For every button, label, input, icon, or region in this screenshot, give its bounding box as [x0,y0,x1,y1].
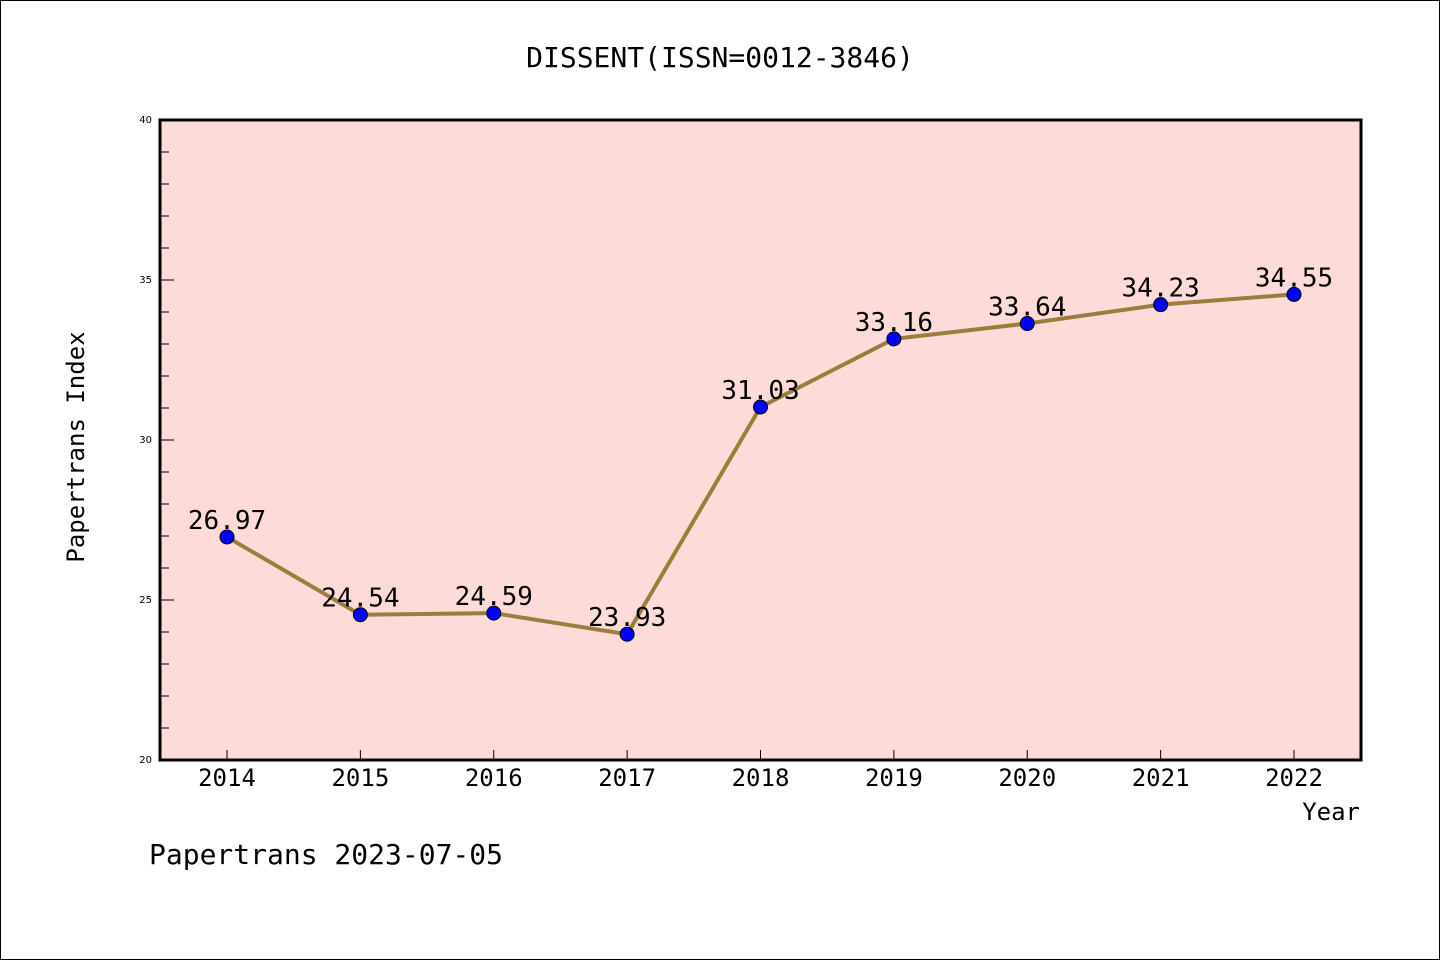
x-tick-label: 2021 [1132,764,1190,792]
y-tick-label: 35 [139,275,152,286]
y-axis-label: Papertrans Index [62,331,90,562]
data-points [219,286,1302,642]
x-tick-label: 2022 [1265,764,1323,792]
data-point [1153,297,1169,313]
x-tick-label: 2017 [598,764,656,792]
data-label: 34.23 [1121,274,1199,304]
footer-note: Papertrans 2023-07-05 [149,838,503,871]
data-point [352,607,368,623]
x-axis-ticks: 2014 2015 2016 2017 2018 2019 2020 2021 2022 [198,750,1323,792]
data-label: 24.59 [455,582,533,612]
y-tick-label: 30 [139,435,152,446]
data-point [753,399,768,415]
x-tick-label: 2015 [331,764,389,792]
data-labels: 26.97 24.54 24.59 23.93 31.03 33.16 33.64 34.23… [188,263,1333,633]
x-tick-label: 2018 [732,764,790,792]
y-tick-label: 20 [139,755,152,766]
x-tick-label: 2019 [865,764,923,792]
x-axis-label: Year [1302,798,1360,826]
x-tick-label: 2020 [998,764,1056,792]
x-tick-label: 2016 [465,764,523,792]
data-label: 26.97 [188,506,266,536]
data-point [619,626,635,642]
data-label: 34.55 [1255,263,1333,293]
data-point [219,529,235,545]
y-tick-label: 40 [139,115,152,126]
data-point [1019,316,1035,332]
plot-border [158,118,1363,762]
data-point [1286,286,1302,302]
plot-area [160,120,1361,760]
data-point [886,331,902,347]
data-label: 24.54 [321,584,399,614]
y-tick-label: 25 [139,595,152,606]
data-point [486,605,502,621]
x-tick-label: 2014 [198,764,256,792]
data-label: 31.03 [721,376,799,406]
data-label: 33.16 [855,308,933,338]
data-label: 33.64 [988,293,1066,323]
data-label: 23.93 [588,603,666,633]
chart-title: DISSENT(ISSN=0012-3846) [526,41,914,74]
